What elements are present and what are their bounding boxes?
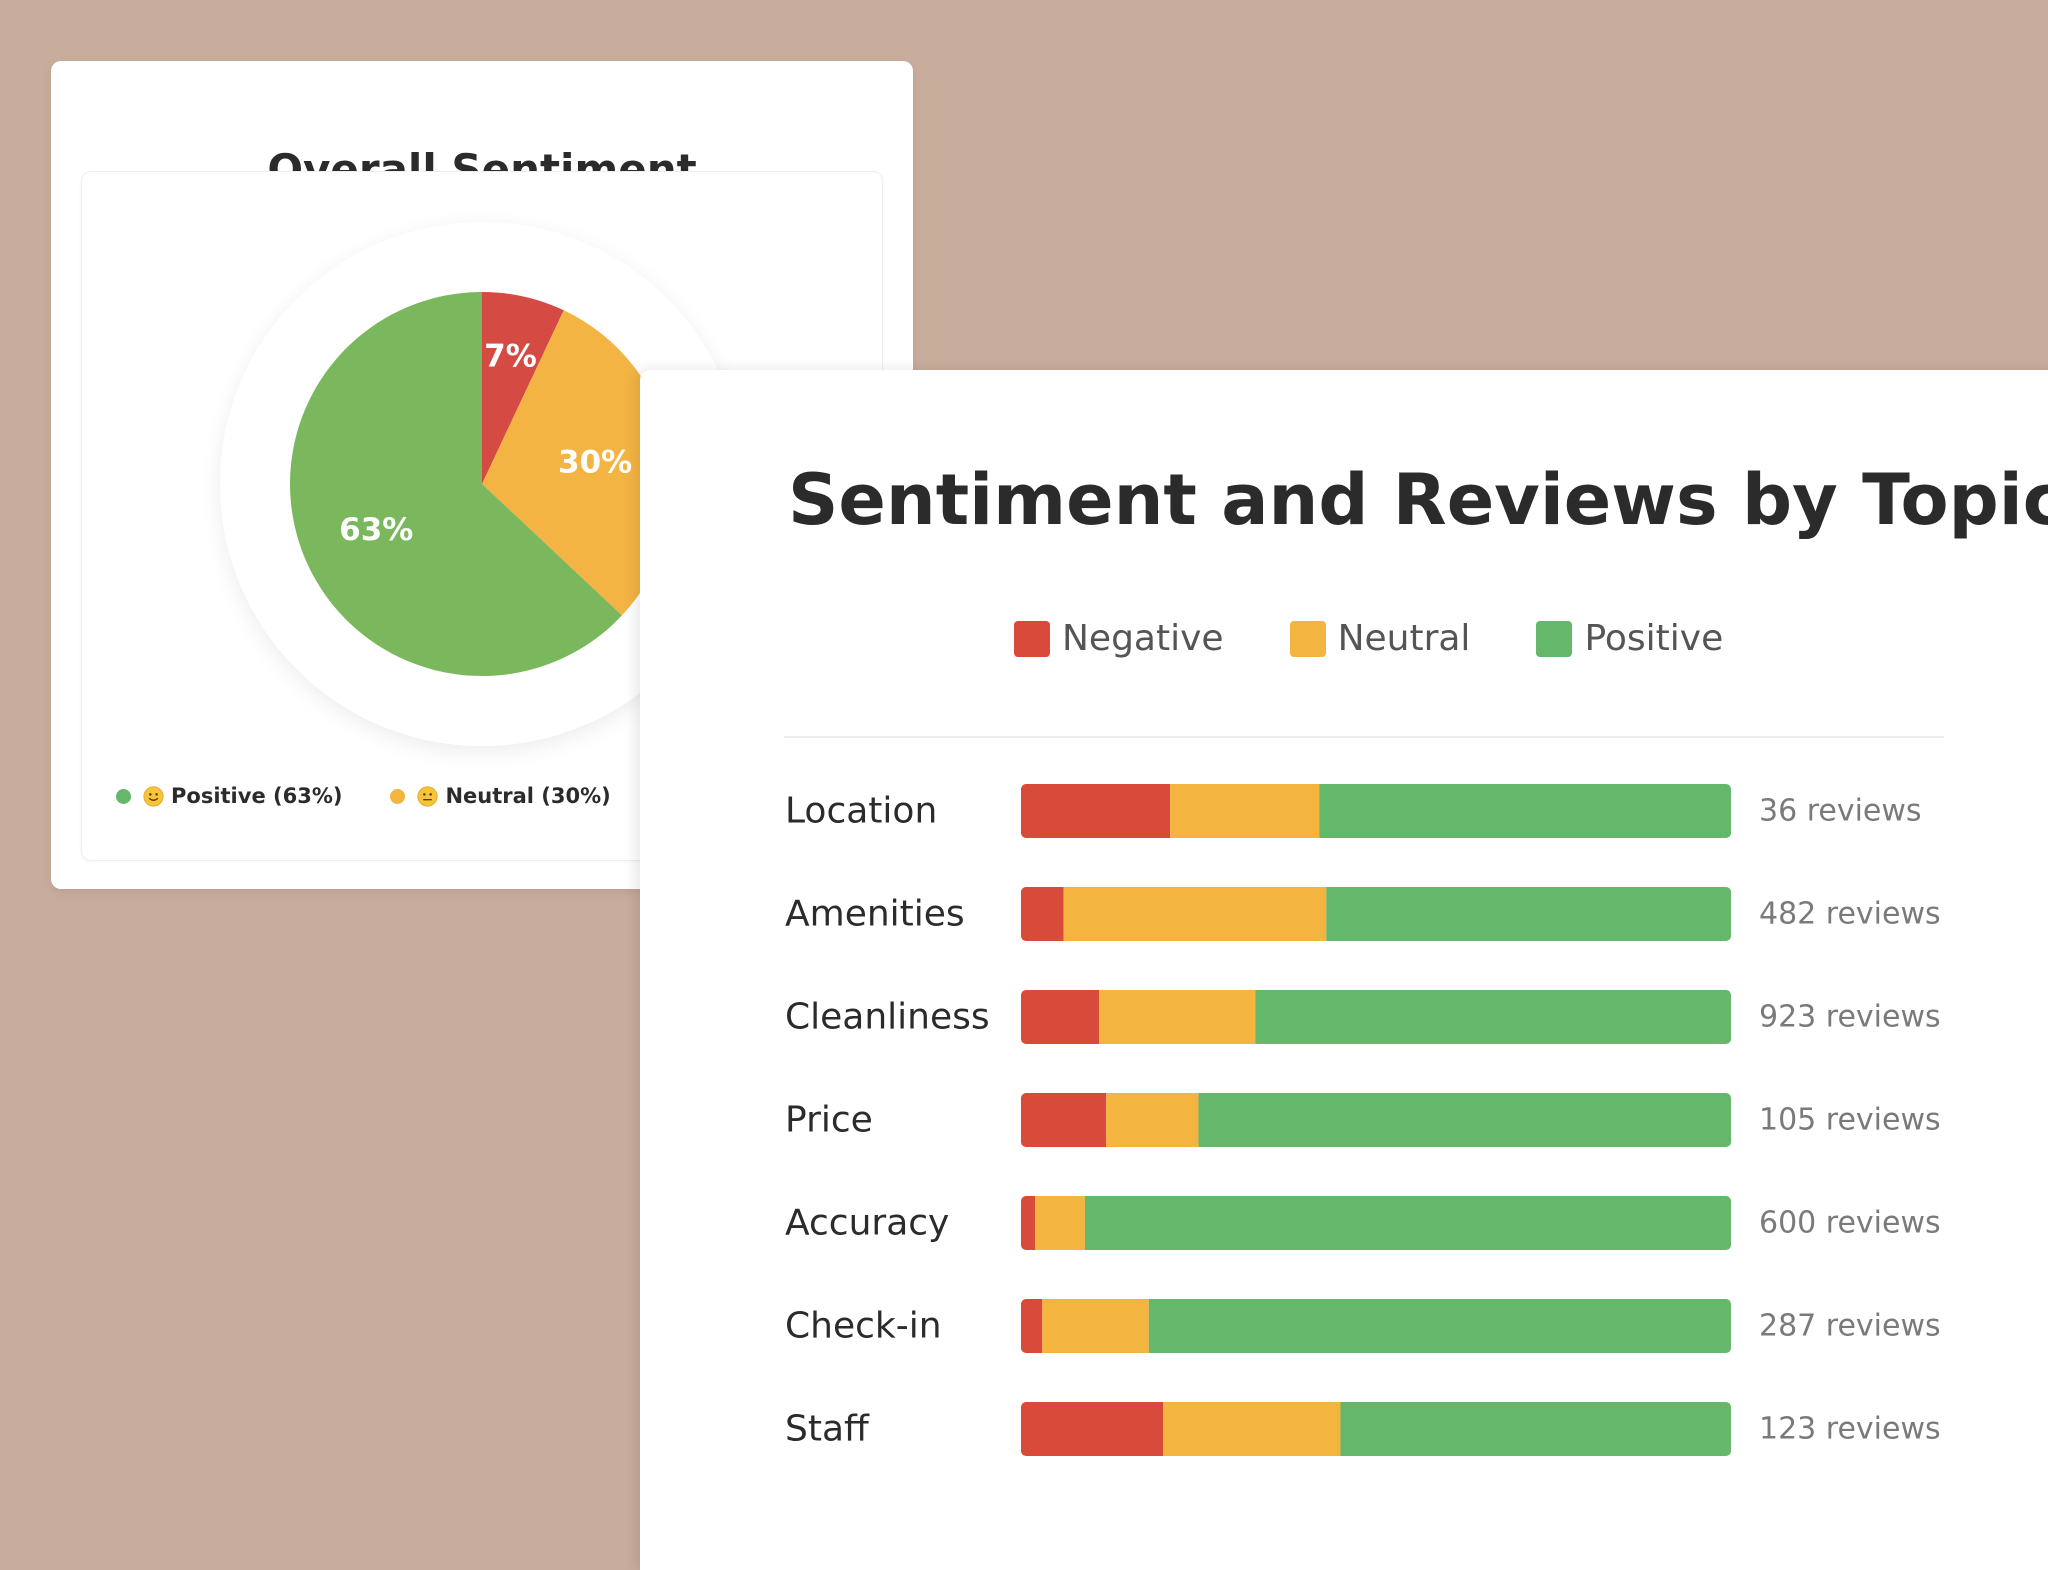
review-count-amenities: 482 reviews <box>1759 897 1941 932</box>
review-count-check-in: 287 reviews <box>1759 1309 1941 1344</box>
review-count-cleanliness: 923 reviews <box>1759 1000 1941 1035</box>
pie-label-negative: 7% <box>484 339 537 375</box>
positive-swatch <box>1536 620 1573 657</box>
pie-legend-item-neutral[interactable]: Neutral (30%) <box>390 784 611 808</box>
bar-segment-accuracy-negative[interactable] <box>1021 1196 1036 1250</box>
topic-chart-title: Sentiment and Reviews by Topic <box>788 459 2048 541</box>
legend-divider <box>784 736 1944 738</box>
neutral-legend-dot <box>390 788 406 804</box>
bar-segment-staff-neutral[interactable] <box>1163 1402 1341 1456</box>
bar-segment-cleanliness-neutral[interactable] <box>1099 990 1256 1044</box>
bar-row-cleanliness <box>1021 990 1731 1044</box>
bar-segment-cleanliness-positive[interactable] <box>1255 990 1731 1044</box>
topic-bar-chart: Location 36 reviews Amenities 482 reviews Cl… <box>785 784 1941 1456</box>
category-label-check-in: Check-in <box>785 1306 942 1347</box>
bar-segment-staff-negative[interactable] <box>1021 1402 1163 1456</box>
positive-legend-dot <box>116 788 131 804</box>
pie-slice-positive[interactable] <box>290 292 622 676</box>
pie-label-positive: 63% <box>339 512 413 548</box>
bar-segment-accuracy-neutral[interactable] <box>1035 1196 1085 1250</box>
bar-segment-amenities-positive[interactable] <box>1326 887 1731 941</box>
category-label-amenities: Amenities <box>785 894 965 935</box>
pie-legend-label-positive: Positive (63%) <box>171 784 343 808</box>
bar-segment-accuracy-positive[interactable] <box>1084 1196 1731 1250</box>
category-label-location: Location <box>785 791 937 832</box>
pie-legend: Positive (63%) Neutral (30%) <box>116 784 659 808</box>
legend-label-neutral: Neutral <box>1337 618 1471 659</box>
bar-row-amenities <box>1021 887 1731 941</box>
category-label-cleanliness: Cleanliness <box>785 997 990 1038</box>
legend-item-positive[interactable]: Positive <box>1536 618 1723 659</box>
pie-chart: 7% 30% 63% <box>220 222 744 746</box>
topic-legend: Negative Neutral Positive <box>1014 618 1789 659</box>
neutral-swatch <box>1289 620 1326 657</box>
legend-item-neutral[interactable]: Neutral <box>1289 618 1471 659</box>
review-count-accuracy: 600 reviews <box>1759 1206 1941 1241</box>
category-label-accuracy: Accuracy <box>785 1203 949 1244</box>
negative-swatch <box>1014 620 1050 657</box>
legend-item-negative[interactable]: Negative <box>1014 618 1224 659</box>
bar-segment-check-in-neutral[interactable] <box>1042 1299 1149 1353</box>
bar-row-location <box>1021 784 1731 838</box>
bar-segment-location-neutral[interactable] <box>1170 784 1320 838</box>
pie-label-neutral: 30% <box>558 444 632 480</box>
legend-label-positive: Positive <box>1584 618 1724 659</box>
pie-slice-neutral[interactable] <box>482 310 674 616</box>
bar-row-check-in <box>1021 1299 1731 1353</box>
bar-segment-amenities-neutral[interactable] <box>1063 887 1327 941</box>
category-label-price: Price <box>785 1100 873 1141</box>
bar-segment-location-negative[interactable] <box>1021 784 1171 838</box>
bar-segment-price-positive[interactable] <box>1198 1093 1732 1147</box>
pie-slice-negative[interactable] <box>482 292 564 484</box>
neutral-face-icon <box>417 785 439 807</box>
pie-legend-item-positive[interactable]: Positive (63%) <box>116 784 342 808</box>
bar-row-accuracy <box>1021 1196 1731 1250</box>
pie-legend-label-neutral: Neutral (30%) <box>445 784 611 808</box>
review-count-location: 36 reviews <box>1759 794 1922 829</box>
legend-label-negative: Negative <box>1062 618 1224 659</box>
category-label-staff: Staff <box>785 1409 870 1450</box>
bar-segment-location-positive[interactable] <box>1319 784 1731 838</box>
bar-row-staff <box>1021 1402 1731 1456</box>
bar-segment-price-neutral[interactable] <box>1106 1093 1199 1147</box>
slightly-smiling-face-icon <box>143 785 164 807</box>
review-count-staff: 123 reviews <box>1759 1412 1941 1447</box>
bar-segment-staff-positive[interactable] <box>1340 1402 1732 1456</box>
bar-segment-price-negative[interactable] <box>1021 1093 1107 1147</box>
bar-segment-check-in-negative[interactable] <box>1021 1299 1043 1353</box>
topic-sentiment-card: Sentiment and Reviews by Topic Negative … <box>640 370 2048 1570</box>
bar-segment-check-in-positive[interactable] <box>1148 1299 1731 1353</box>
bar-row-price <box>1021 1093 1731 1147</box>
review-count-price: 105 reviews <box>1759 1103 1941 1138</box>
bar-segment-cleanliness-negative[interactable] <box>1021 990 1100 1044</box>
bar-segment-amenities-negative[interactable] <box>1021 887 1064 941</box>
